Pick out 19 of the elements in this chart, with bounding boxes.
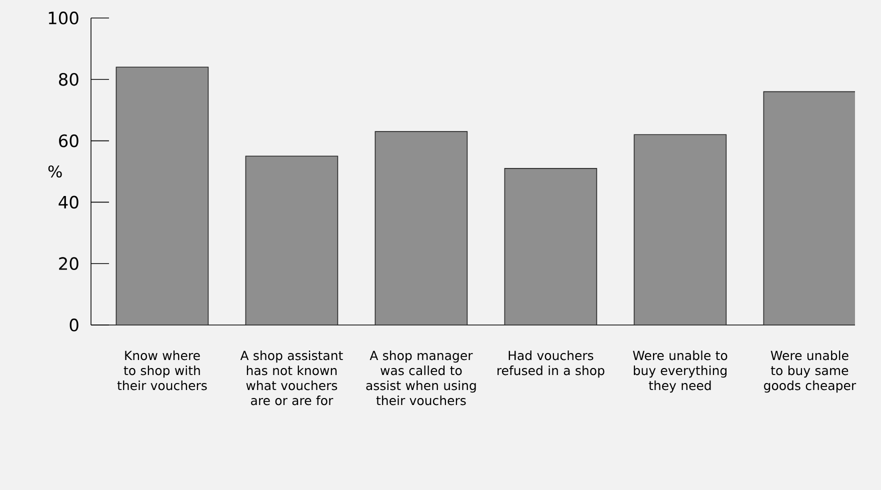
x-tick-label: Were unable to buy same goods cheaper bbox=[764, 350, 856, 393]
y-axis-title: % bbox=[48, 165, 62, 178]
x-tick-label: A shop assistant has not known what vouchers are or are for bbox=[240, 350, 343, 406]
bar bbox=[374, 131, 468, 325]
bar bbox=[116, 66, 209, 325]
y-tick-label: 100 bbox=[48, 12, 78, 24]
bar bbox=[634, 134, 727, 325]
bar bbox=[504, 168, 598, 325]
x-tick-label: Had vouchers refused in a shop bbox=[498, 350, 604, 378]
y-tick-label: 20 bbox=[59, 257, 78, 270]
bar bbox=[763, 91, 856, 325]
x-tick-label: A shop manager was called to assist when using their vouchers bbox=[366, 350, 476, 406]
x-tick-label: Were unable to buy everything they need bbox=[632, 350, 728, 393]
x-tick-label: Know where to shop with their vouchers bbox=[117, 350, 207, 390]
y-tick-label: 80 bbox=[59, 72, 78, 86]
y-tick-label: 40 bbox=[58, 196, 78, 209]
y-tick-label: 0 bbox=[70, 318, 78, 332]
y-tick-label: 60 bbox=[59, 134, 78, 148]
bar bbox=[245, 156, 338, 325]
